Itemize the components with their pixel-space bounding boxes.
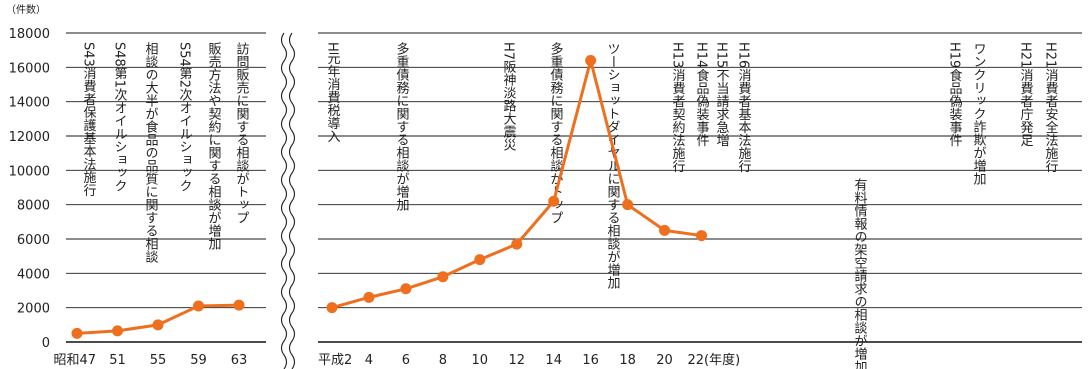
y-unit-label: （件数） [6, 3, 46, 16]
data-point [437, 271, 449, 283]
x-tick-label: 20 [656, 353, 673, 368]
x-tick-label: 10 [472, 353, 489, 368]
x-tick-label: 59 [190, 353, 207, 368]
annotation-label: H13消費者契約法施行 [670, 42, 686, 174]
annotation-label: H21消費者安全法施行 [1043, 42, 1059, 174]
annotation-label: 相談の大半が食品の品質に関する相談 [143, 42, 159, 263]
data-point [326, 302, 338, 314]
annotation-label: H15不当請求急増 [714, 42, 730, 147]
annotation-label: H16消費者基本法施行 [736, 42, 752, 174]
data-point [511, 238, 523, 250]
series [71, 54, 707, 339]
annotation-label: 有料情報の架空請求の相談が増加 [852, 178, 868, 369]
y-tick-label: 16000 [9, 61, 50, 76]
y-axis: 0 2000 4000 6000 8000 10000 12000 14000 16000 180… [9, 27, 50, 351]
x-tick-label: 平成2 [318, 353, 352, 368]
x-axis: 昭和47 51 55 59 63 平成2 4 6 8 10 12 14 16 18 20 22(年度) [53, 352, 740, 368]
x-tick-label: 16 [582, 353, 599, 368]
x-tick-label: 63 [231, 353, 248, 368]
data-point [696, 230, 707, 242]
annotation-label: S54第2次オイルショック [177, 42, 193, 193]
x-tick-label: 6 [402, 353, 410, 368]
data-point [585, 54, 597, 66]
x-tick-label: 8 [439, 353, 447, 368]
x-tick-label: 4 [365, 353, 373, 368]
annotation-label: 訪問販売に関する相談がトップ [234, 41, 250, 224]
x-tick-label: 14 [545, 353, 562, 368]
data-point [548, 195, 560, 207]
data-point [400, 283, 412, 295]
y-tick-label: 18000 [9, 27, 50, 42]
data-point [112, 325, 123, 337]
x-tick-label: 昭和47 [53, 353, 96, 368]
annotations: S43消費者保護基本法施行 S48第1次オイルショック 相談の大半が食品の品質に関す… [81, 41, 1059, 369]
data-point [152, 319, 164, 331]
y-tick-label: 4000 [17, 267, 50, 282]
data-point [71, 327, 83, 339]
x-tick-label: 51 [109, 353, 126, 368]
y-tick-label: 2000 [17, 302, 50, 317]
series-line [331, 58, 702, 310]
y-tick-label: 14000 [9, 96, 50, 111]
data-point [233, 299, 245, 311]
x-tick-label: 55 [150, 353, 167, 368]
x-tick-label: 22(年度) [688, 352, 741, 368]
data-point [474, 254, 486, 266]
y-tick-label: 6000 [17, 233, 50, 248]
axis-break [280, 32, 296, 369]
annotation-label: 多重債務に関する相談が増加 [394, 41, 410, 212]
annotation-label: H19食品偽装事件 [947, 42, 963, 147]
y-tick-label: 0 [42, 336, 50, 351]
y-tick-label: 8000 [17, 199, 50, 214]
y-tick-label: 12000 [9, 130, 50, 145]
y-tick-label: 10000 [9, 164, 50, 179]
annotation-label: H7阪神淡路大震災 [501, 42, 517, 151]
data-point [659, 224, 671, 236]
annotation-label: S48第1次オイルショック [112, 42, 128, 193]
data-point [193, 300, 204, 312]
annotation-label: H21消費者庁発足 [1018, 42, 1034, 148]
axis-break-line [280, 32, 288, 369]
data-point [363, 291, 375, 303]
annotation-label: H14食品偽装事件 [694, 42, 710, 147]
x-tick-label: 12 [508, 353, 525, 368]
annotation-label: ツーショットダイヤルに関する相談が増加 [605, 42, 621, 290]
axis-break-line [288, 32, 296, 369]
annotation-label: ワンクリック詐欺が増加 [971, 42, 987, 186]
data-point [622, 199, 634, 211]
x-tick-label: 18 [619, 353, 636, 368]
annotation-label: H元年消費税導入 [325, 42, 341, 143]
annotation-label: S43消費者保護基本法施行 [81, 42, 97, 198]
annotation-label: 販売方法や契約に関する相談が増加 [206, 42, 222, 251]
